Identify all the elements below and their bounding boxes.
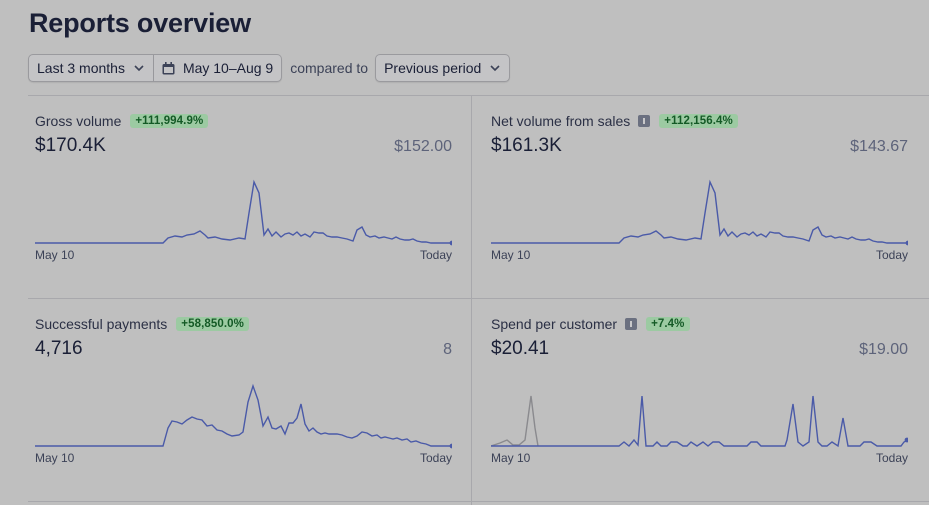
current-value: $170.4K (35, 135, 106, 156)
metric-card-successful-payments[interactable]: Successful payments +58,850.0% 4,716 8 M… (35, 315, 452, 465)
grid-divider-top (28, 95, 929, 96)
change-badge: +111,994.9% (130, 114, 209, 128)
info-icon[interactable] (625, 318, 638, 330)
sparkline-line (35, 383, 452, 447)
axis-start-label: May 10 (35, 248, 75, 262)
change-badge: +58,850.0% (176, 317, 250, 331)
card-title: Gross volume (35, 113, 122, 129)
metric-card-net-volume[interactable]: Net volume from sales +112,156.4% $161.3… (491, 112, 908, 262)
range-dropdown-label: Last 3 months (37, 60, 125, 76)
calendar-icon (162, 61, 175, 74)
range-dropdown[interactable]: Last 3 months (28, 54, 154, 82)
axis-start-label: May 10 (491, 248, 531, 262)
previous-value: $152.00 (394, 138, 452, 155)
current-value: 4,716 (35, 338, 83, 359)
current-value: $20.41 (491, 338, 550, 359)
current-value: $161.3K (491, 135, 562, 156)
axis-start-label: May 10 (491, 451, 531, 465)
sparkline-line (491, 179, 908, 244)
axis-end-label: Today (419, 248, 452, 262)
grid-divider-vertical (471, 95, 472, 505)
grid-divider-bottom (28, 501, 929, 502)
compare-period-dropdown[interactable]: Previous period (375, 54, 511, 82)
change-badge: +112,156.4% (659, 114, 738, 128)
card-title: Spend per customer (491, 316, 618, 332)
date-range-group: Last 3 months May 10–Aug 9 (28, 54, 283, 82)
info-icon[interactable] (638, 115, 651, 127)
sparkline-chart (35, 179, 452, 246)
previous-value: 8 (443, 341, 452, 358)
sparkline-line (491, 395, 908, 448)
sparkline-chart (35, 383, 452, 449)
axis-end-label: Today (419, 451, 452, 465)
filter-bar: Last 3 months May 10–Aug 9 compared to P… (28, 54, 511, 82)
chevron-down-icon (490, 65, 500, 72)
sparkline-line (35, 179, 452, 244)
date-picker-label: May 10–Aug 9 (182, 60, 274, 76)
change-badge: +7.4% (646, 317, 690, 331)
page-title: Reports overview (29, 8, 251, 38)
sparkline-end-dot (905, 240, 908, 246)
axis-start-label: May 10 (35, 451, 75, 465)
sparkline-end-dot (449, 240, 452, 246)
previous-value: $143.67 (850, 138, 908, 155)
card-title: Successful payments (35, 316, 168, 332)
date-picker-button[interactable]: May 10–Aug 9 (153, 54, 283, 82)
axis-end-label: Today (875, 248, 908, 262)
sparkline-chart (491, 179, 908, 246)
compare-period-label: Previous period (384, 60, 482, 76)
sparkline-end-dot (904, 437, 908, 443)
metric-card-spend-per-customer[interactable]: Spend per customer +7.4% $20.41 $19.00 M… (491, 315, 908, 465)
card-title: Net volume from sales (491, 113, 631, 129)
sparkline-end-dot (449, 443, 452, 449)
sparkline-chart (491, 395, 908, 448)
previous-period-line (491, 395, 539, 447)
grid-divider-middle (28, 298, 929, 299)
compared-to-text: compared to (290, 60, 369, 76)
chevron-down-icon (134, 65, 144, 72)
previous-value: $19.00 (859, 341, 908, 358)
axis-end-label: Today (875, 451, 908, 465)
metric-card-gross-volume[interactable]: Gross volume +111,994.9% $170.4K $152.00… (35, 112, 452, 262)
